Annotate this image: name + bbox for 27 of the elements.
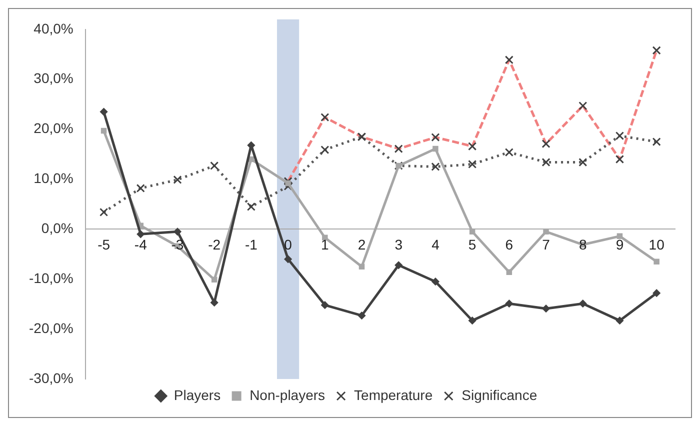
x-tick-label: -4 (134, 236, 148, 252)
y-tick-label: -10,0% (29, 270, 74, 286)
x-tick-label: 10 (648, 236, 665, 252)
x-tick-label: 4 (432, 236, 440, 252)
x-tick-label: 2 (358, 236, 366, 252)
x-tick-label: 5 (468, 236, 476, 252)
x-tick-label: -3 (171, 236, 184, 252)
x-tick-label: -2 (208, 236, 221, 252)
y-tick-label: 0,0% (41, 220, 74, 236)
y-tick-label: 20,0% (34, 120, 74, 136)
x-tick-label: 6 (505, 236, 514, 252)
y-tick-label: 10,0% (34, 170, 74, 186)
x-tick-label: 1 (321, 236, 329, 252)
x-tick-label: 3 (394, 236, 403, 252)
y-tick-label: -30,0% (29, 370, 74, 386)
x-tick-label: 7 (542, 236, 550, 252)
legend-label: Non-players (250, 386, 326, 403)
y-tick-label: 30,0% (34, 70, 74, 86)
x-tick-label: -5 (98, 236, 110, 252)
y-tick-label: -20,0% (29, 320, 74, 336)
legend-label: Temperature (354, 386, 433, 403)
x-tick-label: -1 (244, 236, 258, 252)
x-tick-label: 0 (284, 236, 292, 252)
legend-label: Players (174, 386, 221, 403)
y-tick-label: 40,0% (34, 20, 74, 36)
legend-label: Significance (462, 386, 538, 403)
x-tick-label: 9 (616, 236, 624, 252)
